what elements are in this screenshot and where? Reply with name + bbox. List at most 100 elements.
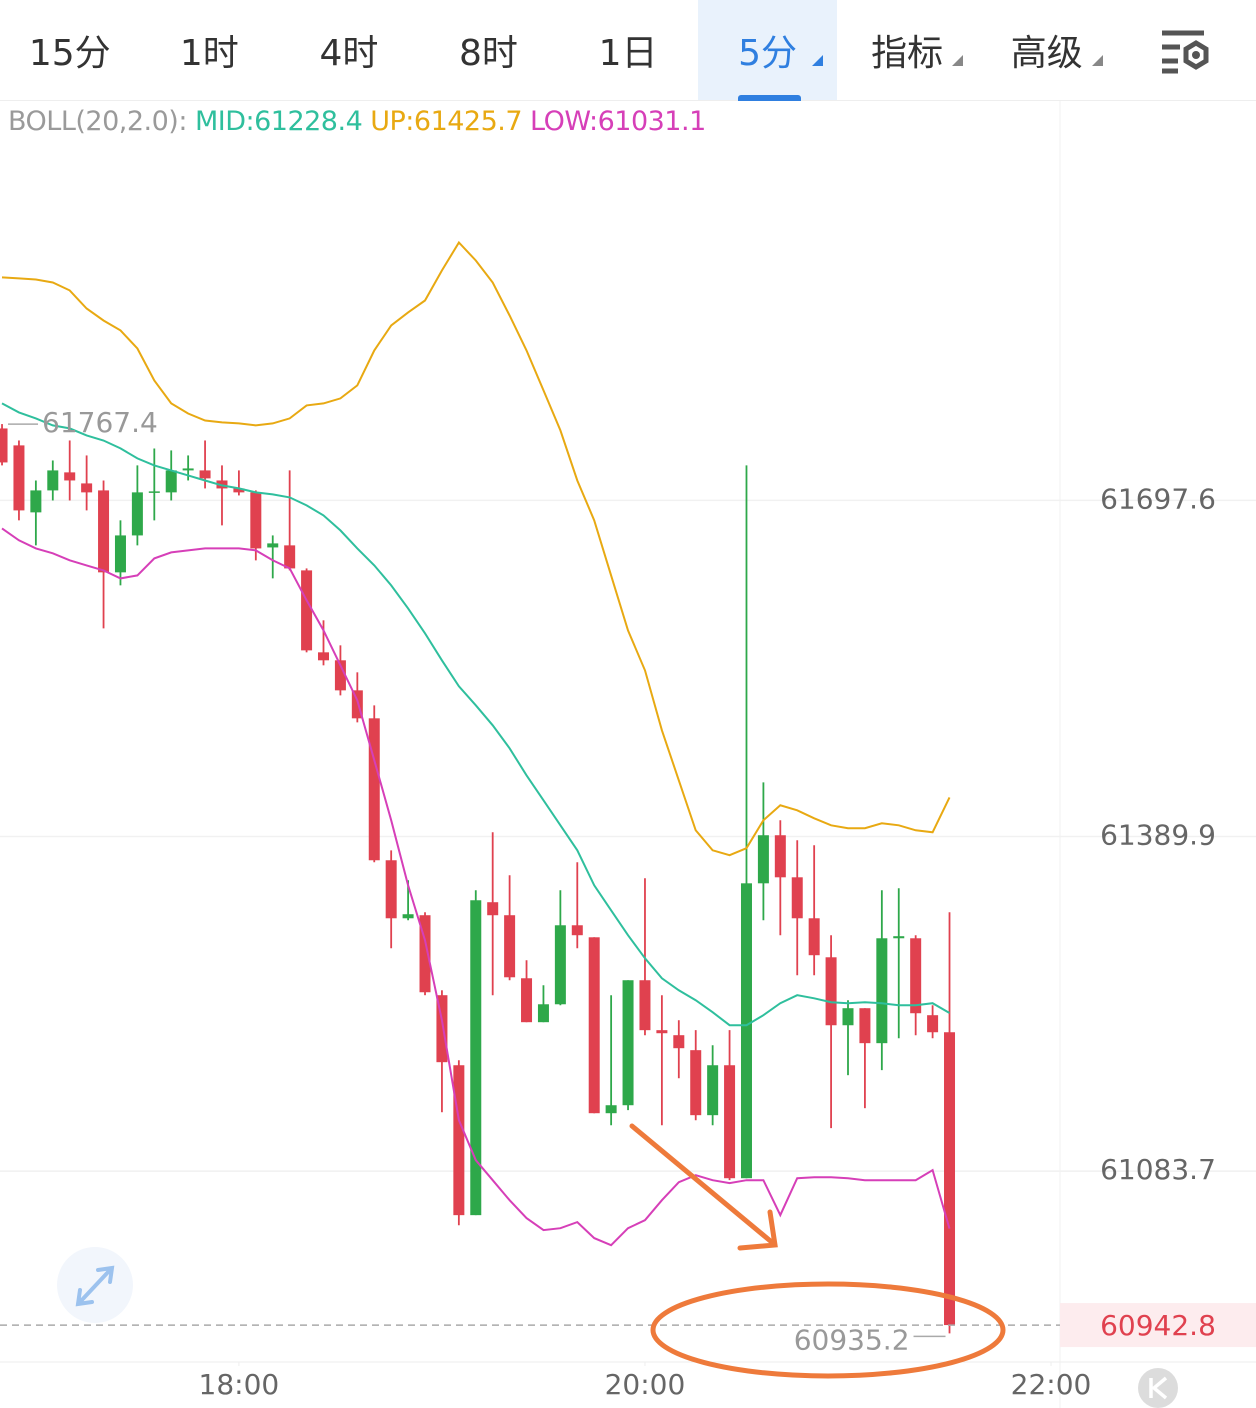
tab[interactable]: 指标 [837,0,977,100]
expand-button[interactable] [57,1247,133,1323]
candle-body [351,690,363,719]
candle-body [81,483,93,493]
candle-body [808,918,820,956]
candle-body [639,980,651,1031]
tab-label: 高级 [1010,33,1083,74]
tab-label: 1日 [598,33,658,74]
candle-body [64,472,76,481]
legend-name: UP: [370,106,414,137]
candle-body [910,938,922,1014]
dropdown-marker [951,55,963,66]
candle-body [470,900,482,1216]
candle-body [774,835,786,878]
y-tick-label: 61697.6 [1100,482,1216,515]
max-label: 61767.4 [42,406,158,439]
candle-body [724,1065,736,1179]
x-tick-label: 22:00 [1011,1368,1092,1401]
tab[interactable]: 1时 [140,0,280,100]
tab[interactable]: 1日 [558,0,698,100]
legend-label: BOLL(20,2.0): [8,106,187,137]
candle-body [453,1065,465,1216]
candle-body [605,1105,617,1114]
candle-body [927,1015,939,1033]
candle-body [165,470,177,493]
candle-body [656,1030,668,1034]
tab-label: 4时 [319,33,379,74]
candle-body [317,652,329,661]
candle-body [588,937,600,1114]
candle-body [385,860,397,919]
tab[interactable]: 高级 [977,0,1117,100]
boll-line [1,527,951,1247]
candle-body [504,915,516,978]
candle-body [521,978,533,1023]
candle-body [402,914,414,919]
candle-body [301,570,313,651]
candle-body [791,877,803,919]
boll-line [1,240,951,857]
tab-label: 15分 [28,33,111,74]
legend-name: MID: [194,106,255,137]
candle-body [148,491,160,493]
dropdown-marker [812,55,824,66]
tab-label: 1时 [179,33,239,74]
candle-body [13,445,25,511]
tab[interactable]: 5分 [697,0,838,101]
candle-body [842,1008,854,1026]
tab[interactable]: 8时 [419,0,559,100]
candle-body [267,543,279,548]
candle-body [876,938,888,1044]
tab-label: 8时 [459,33,518,74]
x-tick-label: 20:00 [605,1368,686,1401]
price-label-bg [1060,1303,1256,1348]
candle-body [740,883,752,1179]
candle-body [673,1035,685,1049]
timeframe-tabs: 15分 1时 4时 8时 1日 5分 指标 高级 [0,0,1256,101]
candle-body [419,915,431,993]
candle-body [0,428,8,463]
candle-body [690,1050,702,1116]
settings-icon[interactable] [1117,0,1256,100]
tab[interactable]: 15分 [0,0,140,100]
candle-body [368,718,380,861]
candle-body [182,468,194,471]
candle-body [571,925,583,936]
price-label: 60942.8 [1100,1309,1216,1342]
boll-line [1,402,951,1027]
candle-body [707,1065,719,1116]
min-label: 60935.2 [794,1323,910,1356]
dropdown-marker [1091,55,1103,66]
legend-value: 61228.4 [254,106,363,137]
tab[interactable]: 4时 [279,0,419,100]
candle-body [893,936,905,939]
candle-body [250,492,262,549]
tab-label: 指标 [871,33,944,74]
candle-body [199,470,211,479]
candle-body [114,535,126,573]
legend-entry: MID:61228.4 [194,106,363,137]
candle-body [944,1032,956,1326]
candle-body [98,490,110,573]
tab-label: 5分 [738,33,798,74]
candle-body [554,925,566,1005]
legend-entry: UP:61425.7 [370,106,522,137]
candle-body [334,660,346,691]
candle-body [131,492,143,536]
candle-body [537,1004,549,1023]
candle-body [757,835,769,884]
y-tick-label: 61083.7 [1100,1153,1216,1186]
x-tick-label: 18:00 [199,1368,280,1401]
settings-glyph [1162,30,1209,74]
candle-body [284,545,296,569]
candle-body [233,488,245,493]
legend-entry: LOW:61031.1 [530,106,706,137]
candle-body [487,902,499,916]
candle-body [47,470,59,491]
candle-body [30,490,42,513]
k-button[interactable] [1138,1368,1178,1408]
legend-name: LOW: [530,106,598,137]
candle-body [436,995,448,1063]
y-tick-label: 61389.9 [1100,819,1216,852]
